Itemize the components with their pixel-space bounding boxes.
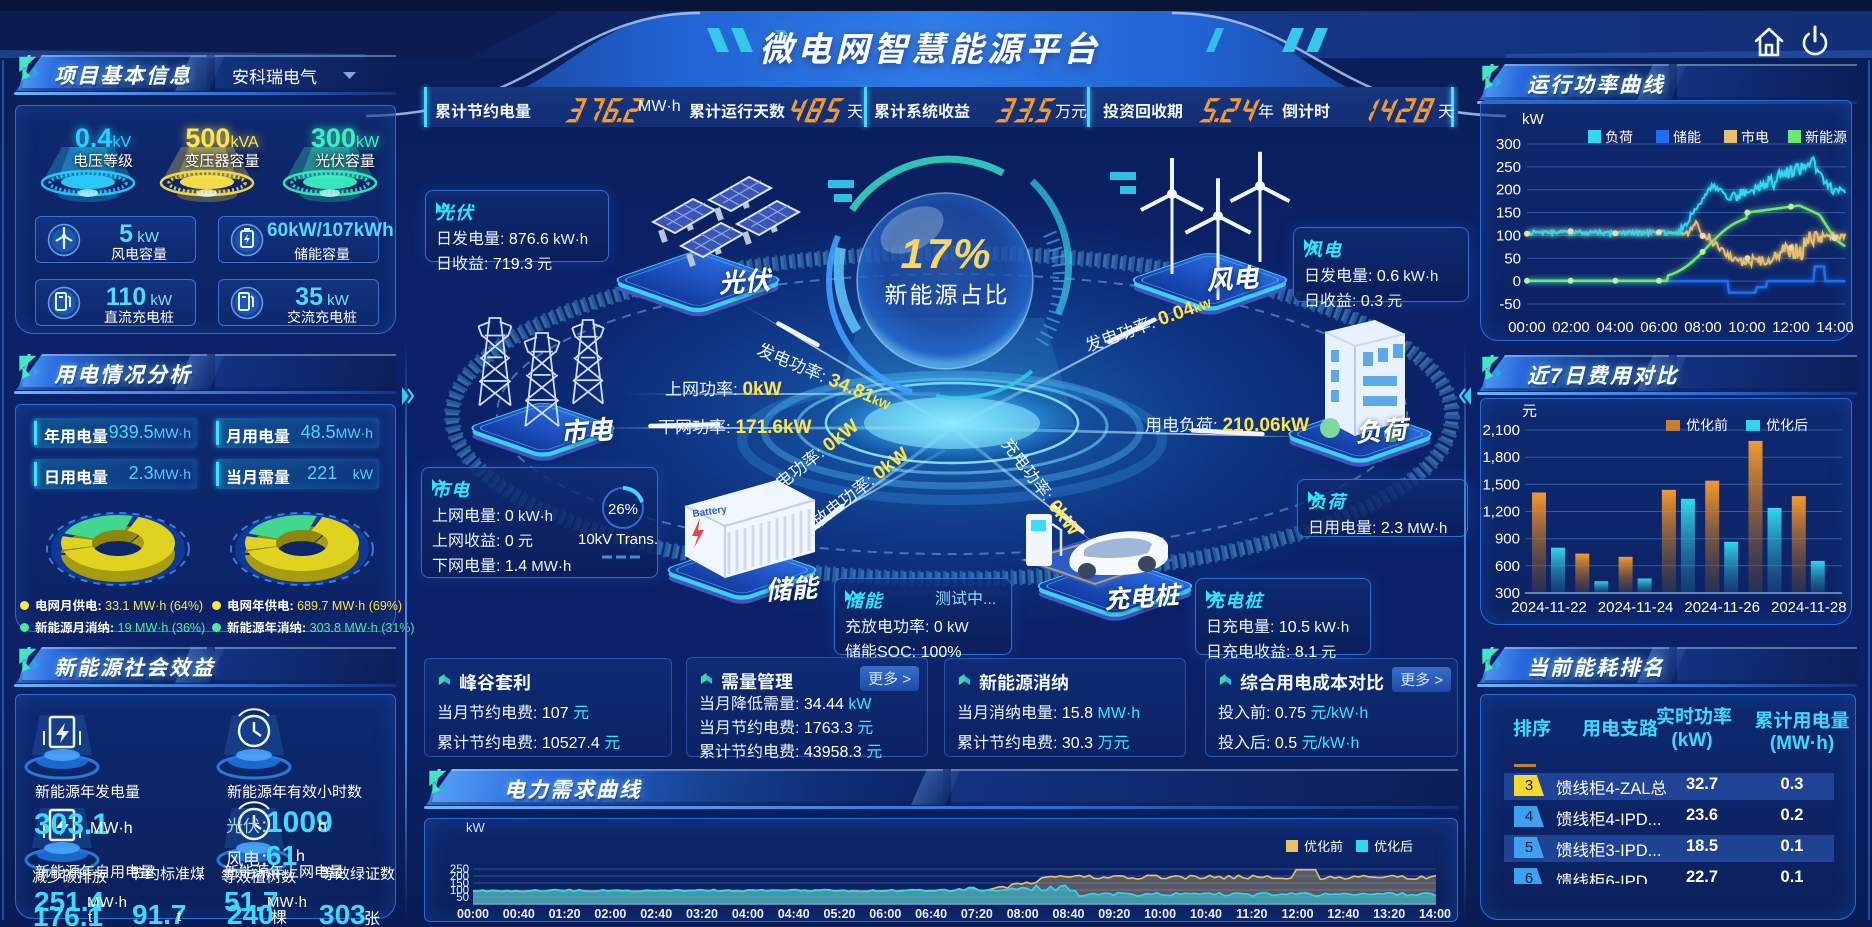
svg-text:储能: 储能 — [1673, 129, 1701, 145]
svg-text:2024-11-22: 2024-11-22 — [1511, 599, 1587, 616]
svg-text:50: 50 — [1504, 250, 1521, 267]
svg-text:储能: 储能 — [764, 572, 821, 606]
svg-text:元: 元 — [1522, 403, 1537, 420]
svg-text:充电桩: 充电桩 — [1103, 581, 1184, 614]
svg-text:06:00: 06:00 — [869, 907, 901, 921]
svg-text:12:00: 12:00 — [1772, 319, 1810, 336]
svg-text:0: 0 — [1513, 273, 1521, 290]
svg-text:01:20: 01:20 — [549, 907, 581, 921]
svg-text:06:00: 06:00 — [1640, 319, 1678, 336]
svg-text:03:20: 03:20 — [686, 907, 718, 921]
svg-text:50: 50 — [456, 892, 469, 904]
svg-text:新能源: 新能源 — [1805, 129, 1847, 145]
svg-text:风电: 风电 — [1205, 262, 1261, 296]
svg-text:负荷: 负荷 — [1354, 414, 1412, 448]
svg-text:02:40: 02:40 — [640, 907, 672, 921]
svg-text:14:00: 14:00 — [1816, 319, 1854, 336]
svg-text:600: 600 — [1495, 558, 1520, 575]
svg-text:300: 300 — [1496, 136, 1521, 153]
svg-text:100: 100 — [450, 885, 469, 897]
svg-text:00:00: 00:00 — [1508, 319, 1546, 336]
svg-text:下网功率: 171.6kW: 下网功率: 171.6kW — [658, 417, 812, 438]
svg-text:14:00: 14:00 — [1419, 907, 1451, 921]
svg-text:08:00: 08:00 — [1007, 907, 1039, 921]
svg-text:17%: 17% — [900, 230, 993, 277]
svg-text:04:40: 04:40 — [778, 907, 810, 921]
svg-text:00:40: 00:40 — [503, 907, 535, 921]
svg-text:12:00: 12:00 — [1282, 907, 1314, 921]
svg-text:用电负荷: 210.06kW: 用电负荷: 210.06kW — [1145, 415, 1309, 436]
svg-text:2024-11-24: 2024-11-24 — [1598, 599, 1674, 616]
svg-text:07:20: 07:20 — [961, 907, 993, 921]
svg-text:1,500: 1,500 — [1482, 476, 1520, 493]
svg-text:上网功率: 0kW: 上网功率: 0kW — [665, 379, 782, 400]
svg-text:02:00: 02:00 — [594, 907, 626, 921]
svg-text:200: 200 — [450, 871, 469, 883]
svg-text:100: 100 — [1496, 227, 1521, 244]
svg-text:250: 250 — [450, 864, 469, 876]
svg-text:08:00: 08:00 — [1684, 319, 1722, 336]
svg-text:200: 200 — [1496, 182, 1521, 199]
svg-text:负荷: 负荷 — [1605, 129, 1633, 145]
svg-text:2024-11-28: 2024-11-28 — [1771, 599, 1847, 616]
svg-text:优化前: 优化前 — [1686, 417, 1728, 433]
svg-text:kW: kW — [1522, 111, 1545, 128]
svg-text:300: 300 — [1495, 585, 1520, 602]
svg-text:优化后: 优化后 — [1766, 417, 1808, 433]
svg-text:2024-11-26: 2024-11-26 — [1684, 599, 1760, 616]
svg-text:02:00: 02:00 — [1552, 319, 1590, 336]
svg-text:10:00: 10:00 — [1144, 907, 1176, 921]
svg-text:05:20: 05:20 — [824, 907, 856, 921]
svg-text:04:00: 04:00 — [732, 907, 764, 921]
svg-text:06:40: 06:40 — [915, 907, 947, 921]
svg-text:10:40: 10:40 — [1190, 907, 1222, 921]
svg-text:Battery: Battery — [692, 504, 728, 520]
svg-text:光伏: 光伏 — [717, 265, 774, 299]
svg-text:26%: 26% — [608, 501, 638, 518]
svg-text:1,200: 1,200 — [1482, 504, 1520, 521]
svg-text:13:20: 13:20 — [1373, 907, 1405, 921]
svg-text:10:00: 10:00 — [1728, 319, 1766, 336]
svg-text:250: 250 — [1496, 159, 1521, 176]
svg-text:市电: 市电 — [1741, 129, 1769, 145]
svg-text:2,100: 2,100 — [1482, 422, 1520, 439]
svg-text:900: 900 — [1495, 531, 1520, 548]
svg-text:08:40: 08:40 — [1053, 907, 1085, 921]
svg-text:09:20: 09:20 — [1098, 907, 1130, 921]
svg-text:150: 150 — [450, 878, 469, 890]
svg-text:11:20: 11:20 — [1236, 907, 1267, 921]
svg-text:kW: kW — [466, 820, 486, 835]
svg-text:-50: -50 — [1499, 296, 1521, 313]
svg-text:150: 150 — [1496, 205, 1521, 222]
svg-text:04:00: 04:00 — [1596, 319, 1634, 336]
svg-text:00:00: 00:00 — [457, 907, 489, 921]
svg-text:优化后: 优化后 — [1374, 839, 1413, 854]
svg-text:优化前: 优化前 — [1304, 839, 1343, 854]
svg-text:市电: 市电 — [559, 414, 615, 448]
svg-text:1,800: 1,800 — [1482, 449, 1520, 466]
svg-text:新能源占比: 新能源占比 — [885, 282, 1010, 308]
svg-text:12:40: 12:40 — [1327, 907, 1359, 921]
